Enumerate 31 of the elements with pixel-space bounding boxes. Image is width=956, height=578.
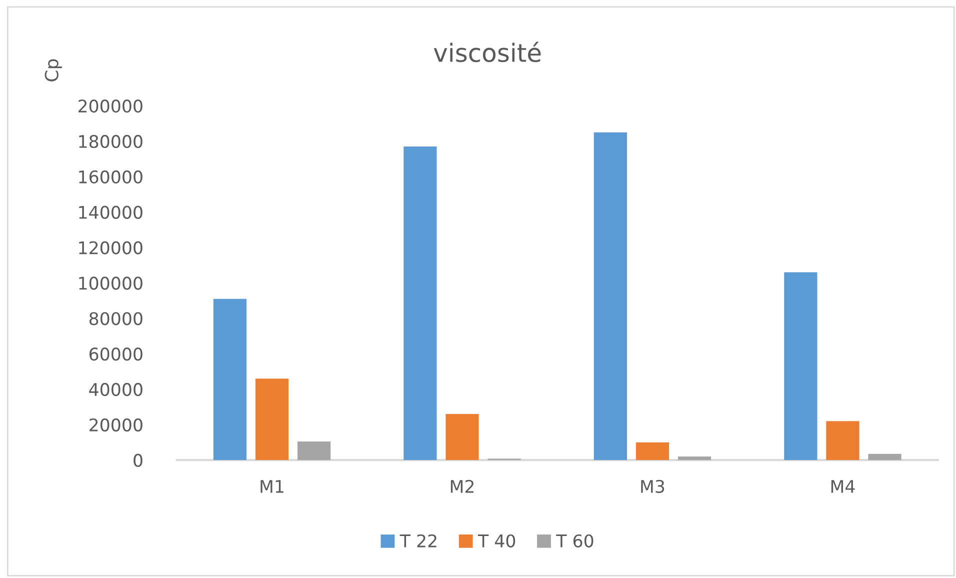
chart-title: viscosité	[434, 42, 541, 62]
y-tick-label: 120000	[79, 241, 142, 254]
y-tick-label: 140000	[79, 206, 142, 219]
y-tick-label: 160000	[79, 170, 142, 184]
y-tick-label: 20000	[90, 418, 142, 432]
y-tick-label: 80000	[89, 312, 142, 326]
y-tick-label: 0	[134, 454, 142, 467]
y-tick-label: 200000	[78, 99, 142, 113]
x-tick-label: M4	[831, 480, 855, 493]
bar	[446, 414, 479, 460]
y-axis-title: Cp	[44, 59, 62, 82]
legend-label: T 22	[400, 534, 436, 548]
bar	[213, 298, 246, 460]
bar	[255, 378, 289, 460]
bar	[594, 132, 627, 460]
bar	[678, 456, 712, 460]
bar	[404, 146, 437, 460]
x-tick-label: M3	[641, 480, 664, 493]
bar	[297, 441, 331, 460]
x-tick-label: M2	[450, 480, 474, 493]
legend-label: T 60	[556, 534, 594, 548]
bar	[784, 272, 818, 460]
bar	[826, 421, 860, 460]
y-tick-label: 100000	[79, 276, 142, 290]
bar	[636, 442, 670, 460]
y-tick-label: 180000	[79, 134, 142, 148]
bar	[868, 454, 902, 460]
y-tick-label: 60000	[90, 348, 142, 361]
x-tick-label: M1	[260, 480, 284, 493]
y-tick-label: 40000	[89, 382, 142, 396]
legend-label: T 40	[478, 534, 516, 548]
